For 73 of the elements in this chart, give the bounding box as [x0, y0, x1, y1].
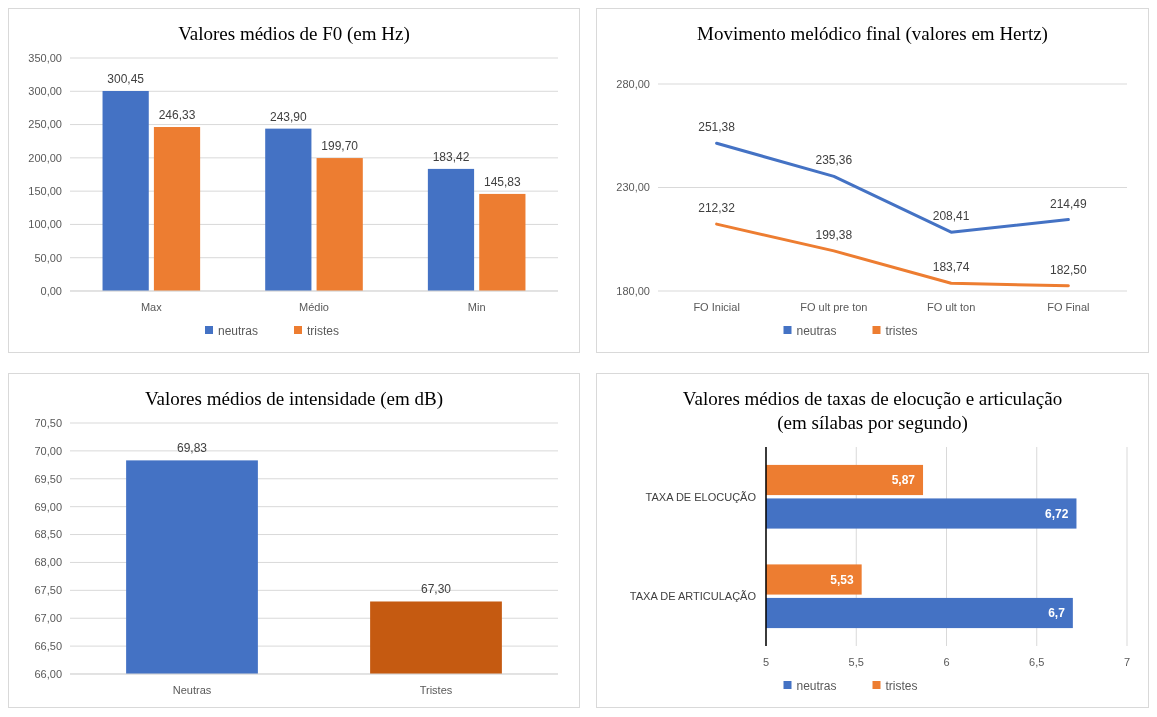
data-label: 199,38	[815, 227, 853, 242]
legend-label: neutras	[796, 679, 837, 694]
data-label: 246,33	[158, 108, 196, 123]
data-label: 243,90	[269, 109, 307, 124]
legend-label: tristes	[885, 679, 918, 694]
bar	[316, 158, 363, 291]
data-label: 199,70	[321, 139, 359, 154]
x-tick-label: Min	[467, 301, 486, 313]
data-label: 145,83	[484, 174, 522, 189]
y-tick-label: 0,00	[40, 284, 62, 297]
chart-title: Valores médios de intensidade (em dB)	[144, 388, 444, 410]
y-tick-label: 66,50	[34, 639, 62, 652]
data-label: 251,38	[698, 120, 736, 135]
y-tick-label: 250,00	[28, 118, 62, 131]
data-label: 212,32	[698, 201, 736, 216]
bar	[102, 90, 149, 291]
bar	[427, 168, 475, 291]
data-label: 5,53	[830, 572, 854, 587]
y-tick-label: TAXA DE ELOCUÇÃO	[645, 490, 757, 503]
y-tick-label: 50,00	[34, 251, 62, 264]
y-tick-label: TAXA DE ARTICULAÇÃO	[629, 590, 757, 603]
x-tick-label: FO ult ton	[926, 301, 976, 313]
y-tick-label: 67,00	[34, 612, 62, 625]
y-tick-label: 280,00	[616, 77, 650, 90]
data-label: 6,7	[1048, 606, 1066, 621]
x-tick-label: Médio	[299, 301, 329, 313]
y-tick-label: 200,00	[28, 151, 62, 164]
bar	[265, 128, 312, 291]
y-tick-label: 69,50	[34, 472, 62, 485]
chart-title: Valores médios de F0 (em Hz)	[178, 23, 410, 45]
y-tick-label: 66,00	[34, 667, 62, 680]
chart-title: Movimento melódico final (valores em Hertz)	[697, 23, 1048, 45]
data-label: 182,50	[1050, 262, 1088, 277]
legend-label: neutras	[218, 324, 259, 339]
legend-label: tristes	[885, 324, 918, 339]
data-label: 235,36	[815, 153, 853, 168]
x-tick-label: 6	[943, 656, 950, 668]
y-tick-label: 150,00	[28, 184, 62, 197]
x-tick-label: Neutras	[172, 684, 212, 696]
bar	[153, 127, 201, 291]
y-tick-label: 70,00	[34, 444, 62, 457]
x-tick-label: Max	[140, 301, 163, 313]
data-label: 183,74	[932, 260, 970, 275]
y-tick-label: 70,50	[34, 416, 62, 429]
y-tick-label: 68,00	[34, 556, 62, 569]
y-tick-label: 300,00	[28, 85, 62, 98]
chart-title: Valores médios de taxas de elocução e articulação (em sílabas por segundo)	[682, 388, 1063, 434]
data-label: 214,49	[1050, 196, 1088, 211]
x-tick-label: FO Final	[1047, 301, 1090, 313]
y-tick-label: 100,00	[28, 218, 62, 231]
data-label: 300,45	[107, 71, 145, 86]
bar	[479, 193, 526, 291]
data-label: 69,83	[176, 441, 208, 456]
data-label: 5,87	[891, 473, 916, 488]
x-tick-label: FO ult pre ton	[800, 301, 868, 313]
y-tick-label: 67,50	[34, 584, 62, 597]
y-tick-label: 350,00	[28, 51, 62, 64]
x-tick-label: 5	[762, 656, 770, 668]
x-tick-label: FO Inicial	[693, 301, 740, 313]
x-tick-label: 7	[1123, 656, 1131, 668]
y-tick-label: 68,50	[34, 528, 62, 541]
legend-label: tristes	[307, 324, 340, 339]
x-tick-label: 6,5	[1029, 656, 1045, 668]
x-tick-label: 5,5	[848, 656, 864, 668]
x-tick-label: Tristes	[419, 684, 453, 696]
data-label: 208,41	[932, 209, 970, 224]
data-label: 67,30	[420, 582, 452, 597]
data-label: 6,72	[1045, 506, 1069, 521]
data-label: 183,42	[432, 149, 470, 164]
y-tick-label: 69,00	[34, 500, 62, 513]
y-tick-label: 230,00	[616, 181, 650, 194]
y-tick-label: 180,00	[616, 284, 650, 297]
legend-label: neutras	[796, 324, 837, 339]
